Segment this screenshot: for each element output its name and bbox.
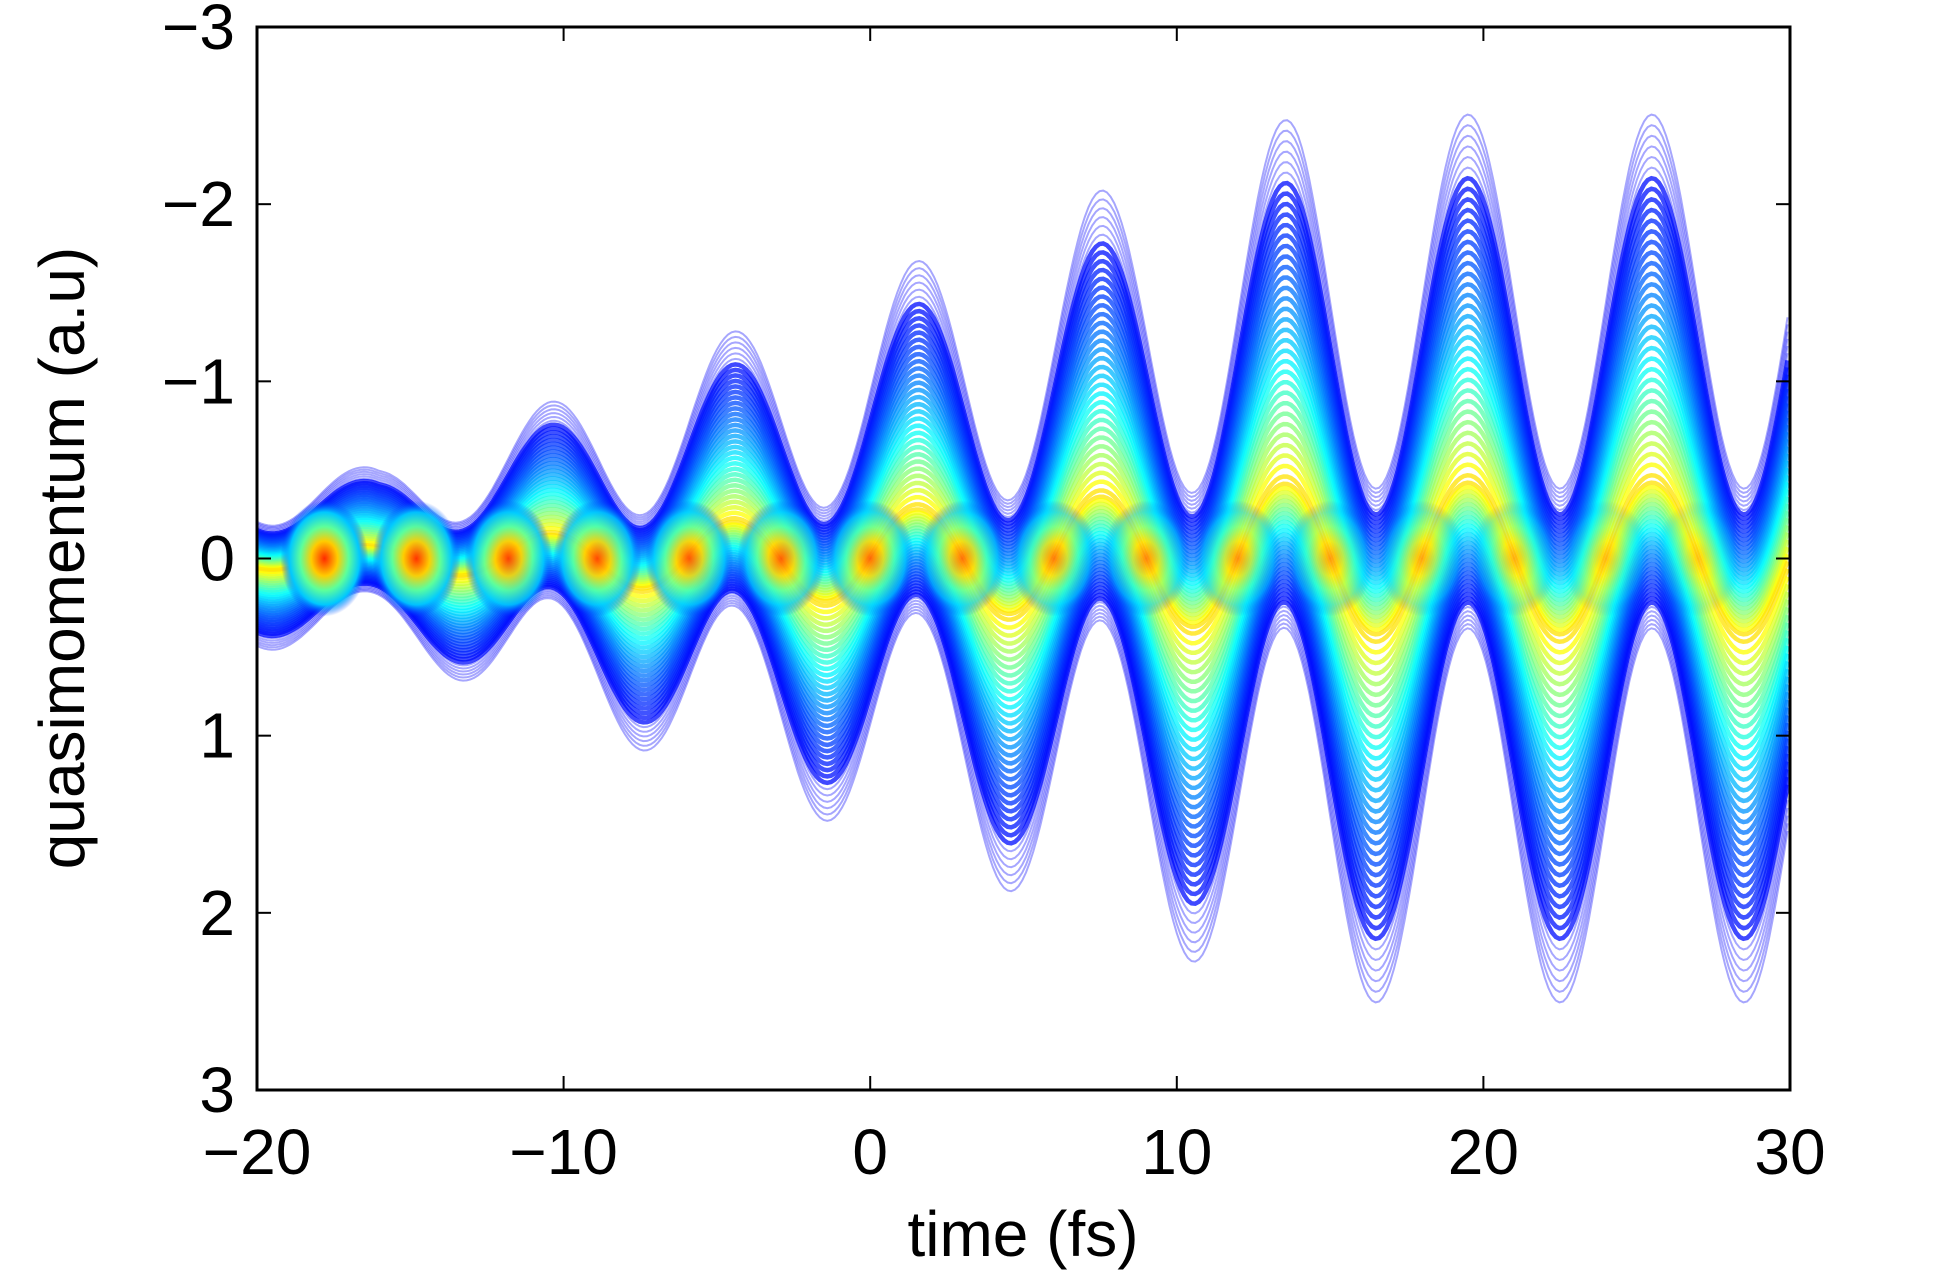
- heatmap-trajectory: [257, 583, 1789, 951]
- heatmap-trajectory: [257, 590, 1789, 1004]
- y-tick-label: 2: [199, 877, 235, 949]
- wavepacket-blob: [918, 500, 1007, 617]
- y-tick-label: −1: [162, 345, 235, 417]
- y-tick-label: 0: [199, 523, 235, 595]
- x-tick-label: 30: [1754, 1116, 1825, 1188]
- wavepacket-blob: [1654, 500, 1743, 617]
- heatmap-trajectory: [257, 113, 1789, 527]
- heatmap-trajectory: [257, 155, 1789, 532]
- y-tick-label: 1: [199, 700, 235, 772]
- x-tick-label: −20: [203, 1116, 312, 1188]
- y-tick-label: −3: [162, 0, 235, 63]
- y-tick-label: 3: [199, 1054, 235, 1126]
- wavepacket-layer: [280, 500, 1743, 617]
- heatmap-trajectory: [257, 587, 1789, 983]
- wavepacket-blob: [553, 500, 642, 617]
- x-axis-ticks: −20 −10 0 10 20 30: [203, 27, 1826, 1188]
- wavepacket-blob: [1286, 500, 1375, 617]
- heatmap-trajectory: [257, 586, 1789, 972]
- wavepacket-blob: [1562, 500, 1651, 617]
- wavepacket-blob: [1010, 500, 1099, 617]
- wavepacket-blob: [1378, 500, 1467, 617]
- heatmap-trajectory: [257, 581, 1790, 942]
- wavepacket-blob: [826, 500, 915, 617]
- wavepacket-blob: [372, 500, 461, 617]
- heatmap-trajectory: [257, 124, 1789, 529]
- x-tick-label: 20: [1448, 1116, 1519, 1188]
- x-tick-label: 0: [852, 1116, 888, 1188]
- wavepacket-blob: [1470, 500, 1559, 617]
- y-axis-ticks: −3 −2 −1 0 1 2 3: [162, 0, 1790, 1126]
- wavepacket-blob: [1194, 500, 1283, 617]
- x-axis-title: time (fs): [907, 1198, 1138, 1270]
- wavepacket-blob: [464, 500, 553, 617]
- wavepacket-blob: [280, 500, 369, 617]
- heatmap-trajectory: [257, 585, 1789, 962]
- y-axis-title: quasimomentum (a.u): [26, 247, 98, 869]
- x-tick-label: 10: [1141, 1116, 1212, 1188]
- heatmap-trajectory: [257, 134, 1789, 530]
- heatmap-trajectory: [257, 145, 1789, 531]
- heatmap-trajectory: [257, 588, 1789, 993]
- wavepacket-blob: [645, 500, 734, 617]
- wavepacket-blob: [1102, 500, 1191, 617]
- y-tick-label: −2: [162, 168, 235, 240]
- wavepacket-blob: [737, 500, 826, 617]
- x-tick-label: −10: [509, 1116, 618, 1188]
